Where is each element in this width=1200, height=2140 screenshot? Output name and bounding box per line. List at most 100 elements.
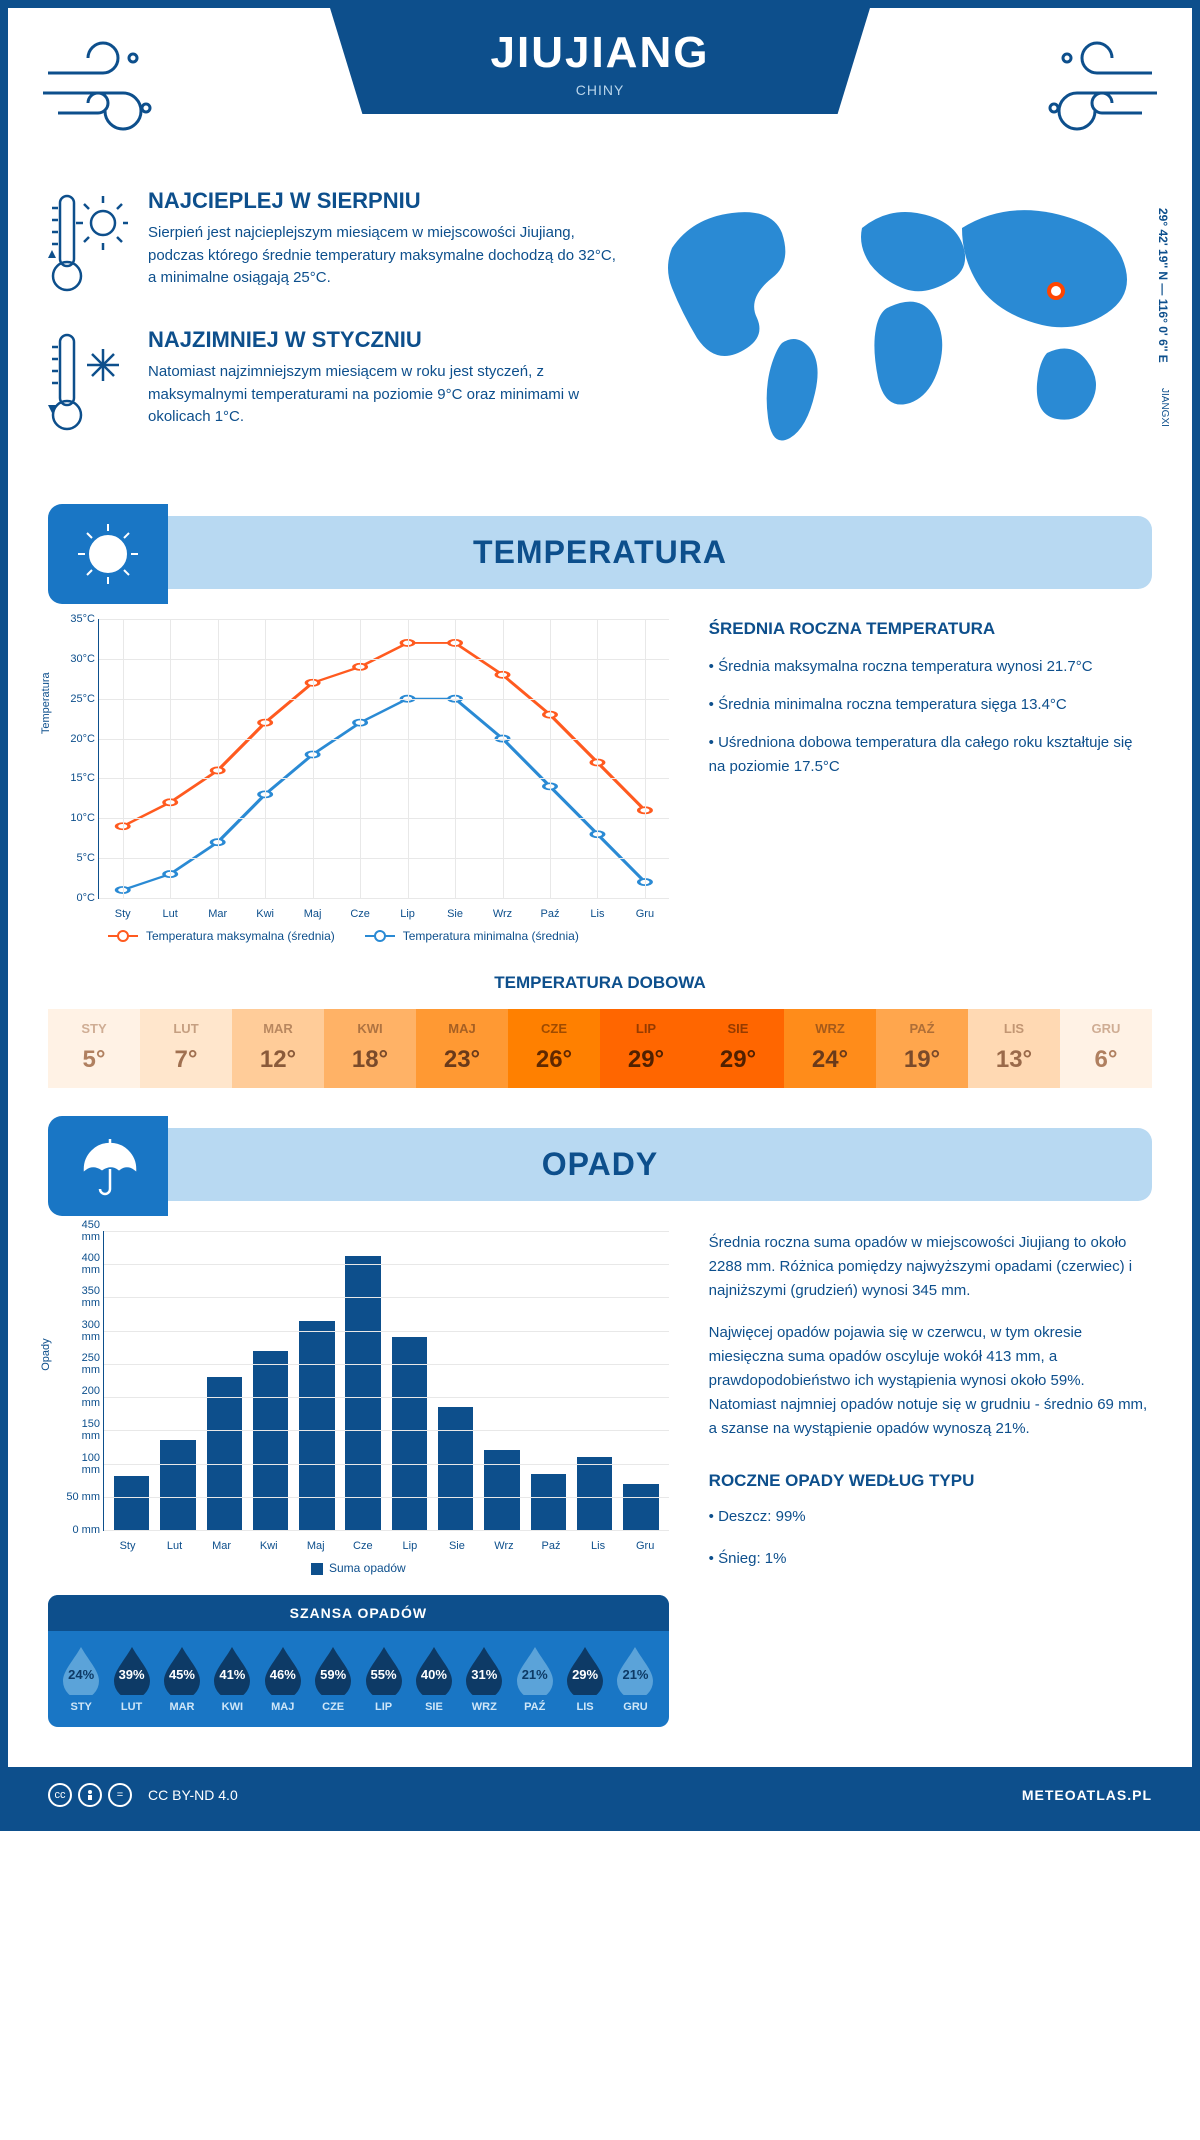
chart-legend: #leg-max::after{border-color:#ff5a1f}Tem… (108, 929, 669, 943)
daily-temp-cell: LIP29° (600, 1009, 692, 1088)
cc-icon: cc (48, 1783, 72, 1807)
bar (623, 1484, 658, 1530)
daily-value: 18° (324, 1046, 416, 1074)
chance-month: CZE (308, 1701, 358, 1713)
footer: cc = CC BY-ND 4.0 METEOATLAS.PL (8, 1767, 1192, 1823)
y-tick-label: 0°C (57, 892, 95, 904)
x-tick-label: Sie (449, 1540, 465, 1552)
province-label: JIANGXI (1159, 388, 1170, 427)
y-tick-label: 300 mm (62, 1319, 100, 1343)
precipitation-bar-chart: Opady 0 mm50 mm100 mm150 mm200 mm250 mm3… (48, 1231, 669, 1531)
site-name: METEOATLAS.PL (1022, 1787, 1152, 1803)
daily-temp-cell: GRU6° (1060, 1009, 1152, 1088)
coldest-block: NAJZIMNIEJ W STYCZNIU Natomiast najzimni… (48, 327, 622, 442)
x-tick-label: Lis (591, 1540, 605, 1552)
chance-pct: 24% (59, 1643, 103, 1695)
wind-icon (1032, 38, 1162, 143)
x-tick-label: Sty (120, 1540, 136, 1552)
chance-pct: 59% (311, 1643, 355, 1695)
x-tick-label: Lip (403, 1540, 418, 1552)
y-tick-label: 35°C (57, 613, 95, 625)
daily-month: SIE (692, 1021, 784, 1036)
x-tick-label: Gru (636, 1540, 654, 1552)
intro-section: NAJCIEPLEJ W SIERPNIU Sierpień jest najc… (8, 188, 1192, 496)
thermometer-sun-icon (48, 188, 128, 303)
y-tick-label: 0 mm (62, 1524, 100, 1536)
coldest-title: NAJZIMNIEJ W STYCZNIU (148, 327, 622, 353)
raindrop-icon: 21% (513, 1643, 557, 1695)
bar (253, 1351, 288, 1530)
y-tick-label: 200 mm (62, 1385, 100, 1409)
y-tick-label: 5°C (57, 852, 95, 864)
chance-month: LIP (358, 1701, 408, 1713)
x-tick-label: Cze (353, 1540, 373, 1552)
section-title: OPADY (48, 1146, 1152, 1183)
y-axis-title: Temperatura (40, 672, 52, 734)
chance-month: LUT (106, 1701, 156, 1713)
precip-rain: • Deszcz: 99% (709, 1505, 1152, 1529)
chance-month: PAŹ (510, 1701, 560, 1713)
chance-month: MAR (157, 1701, 207, 1713)
y-tick-label: 25°C (57, 693, 95, 705)
x-tick-label: Lis (590, 908, 604, 920)
daily-value: 19° (876, 1046, 968, 1074)
header: JIUJIANG CHINY (8, 8, 1192, 188)
x-tick-label: Paź (542, 1540, 561, 1552)
bar-legend-label: Suma opadów (329, 1561, 406, 1575)
hottest-text: Sierpień jest najcieplejszym miesiącem w… (148, 222, 622, 290)
precip-p2: Najwięcej opadów pojawia się w czerwcu, … (709, 1321, 1152, 1441)
chance-pct: 21% (513, 1643, 557, 1695)
daily-value: 24° (784, 1046, 876, 1074)
daily-month: PAŹ (876, 1021, 968, 1036)
bar (484, 1450, 519, 1530)
x-tick-label: Sty (115, 908, 131, 920)
temperature-line-chart: Temperatura 0°C5°C10°C15°C20°C25°C30°C35… (48, 619, 669, 943)
daily-value: 12° (232, 1046, 324, 1074)
section-header-precip: OPADY (48, 1128, 1152, 1201)
chance-pct: 45% (160, 1643, 204, 1695)
rain-chance-cell: 29% LIS (560, 1643, 610, 1713)
daily-temp-cell: MAJ23° (416, 1009, 508, 1088)
y-tick-label: 10°C (57, 812, 95, 824)
daily-temp-cell: LIS13° (968, 1009, 1060, 1088)
raindrop-icon: 31% (462, 1643, 506, 1695)
x-tick-label: Lut (163, 908, 178, 920)
daily-value: 6° (1060, 1046, 1152, 1074)
chance-pct: 29% (563, 1643, 607, 1695)
raindrop-icon: 29% (563, 1643, 607, 1695)
rain-chance-cell: 41%KWI (207, 1643, 257, 1713)
title-banner: JIUJIANG CHINY (330, 8, 870, 114)
daily-temp-cell: LUT7° (140, 1009, 232, 1088)
bar (114, 1476, 149, 1530)
chance-month: GRU (610, 1701, 660, 1713)
bar (299, 1321, 334, 1530)
bar (160, 1440, 195, 1530)
license-text: CC BY-ND 4.0 (148, 1787, 238, 1803)
daily-value: 26° (508, 1046, 600, 1074)
x-tick-label: Kwi (256, 908, 274, 920)
chance-month: LIS (560, 1701, 610, 1713)
y-tick-label: 20°C (57, 733, 95, 745)
x-tick-label: Mar (208, 908, 227, 920)
rain-chance-panel: SZANSA OPADÓW 24%STY39%LUT45%MAR41%KWI46… (48, 1595, 669, 1727)
precip-info: Średnia roczna suma opadów w miejscowośc… (709, 1231, 1152, 1727)
daily-temp-cell: KWI 18° (324, 1009, 416, 1088)
raindrop-icon: 21% (613, 1643, 657, 1695)
bar-legend: Suma opadów (48, 1561, 669, 1575)
rain-chance-cell: 59% CZE (308, 1643, 358, 1713)
y-tick-label: 15°C (57, 772, 95, 784)
chance-month: WRZ (459, 1701, 509, 1713)
bar (392, 1337, 427, 1530)
daily-temp-cell: WRZ24° (784, 1009, 876, 1088)
rain-chance-cell: 40%SIE (409, 1643, 459, 1713)
daily-month: KWI (324, 1021, 416, 1036)
daily-temp-strip: STY5°LUT7°MAR12°KWI18°MAJ23°CZE26°LIP29°… (48, 1009, 1152, 1088)
chance-month: MAJ (258, 1701, 308, 1713)
hottest-title: NAJCIEPLEJ W SIERPNIU (148, 188, 622, 214)
x-tick-label: Lip (400, 908, 415, 920)
y-tick-label: 350 mm (62, 1285, 100, 1309)
daily-temp-cell: MAR12° (232, 1009, 324, 1088)
temp-info-b1: • Średnia maksymalna roczna temperatura … (709, 655, 1152, 679)
sun-icon (48, 504, 168, 604)
daily-value: 7° (140, 1046, 232, 1074)
